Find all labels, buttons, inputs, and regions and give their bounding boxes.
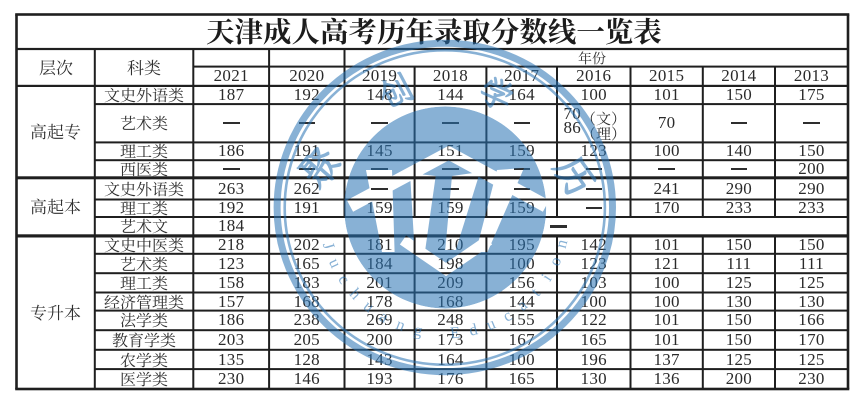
svg-text:h: h: [346, 284, 366, 303]
svg-text:u: u: [483, 314, 498, 335]
svg-text:u: u: [360, 296, 378, 316]
svg-text:g: g: [412, 320, 424, 340]
svg-text:d: d: [467, 319, 480, 340]
svg-text:c: c: [499, 306, 515, 326]
svg-text:a: a: [376, 307, 392, 327]
svg-text:n: n: [393, 314, 408, 335]
svg-text:i: i: [537, 270, 556, 284]
svg-text:a: a: [513, 295, 531, 315]
svg-text:o: o: [545, 253, 566, 268]
svg-text:u: u: [325, 255, 346, 270]
svg-text:c: c: [334, 271, 354, 288]
svg-text:n: n: [551, 237, 571, 250]
svg-text:E: E: [449, 323, 461, 343]
svg-text:J: J: [319, 240, 339, 252]
svg-text:t: t: [527, 284, 545, 300]
